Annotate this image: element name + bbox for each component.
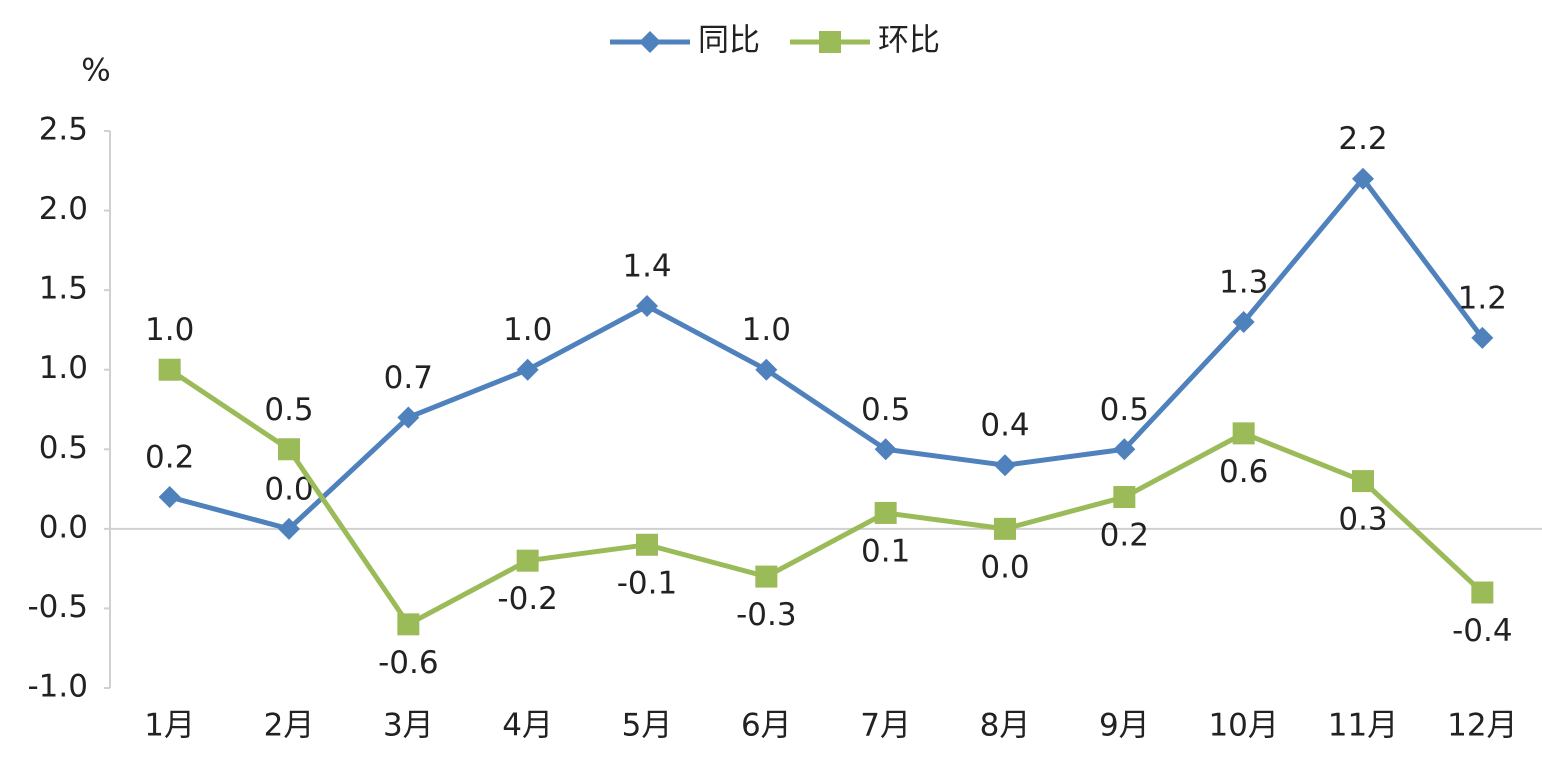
data-label: 1.3 — [1219, 264, 1268, 300]
data-label: 1.0 — [742, 312, 791, 348]
legend-marker — [639, 31, 661, 53]
marker — [636, 295, 658, 318]
y-tick-label: 1.0 — [39, 350, 88, 386]
data-label: 0.2 — [1100, 518, 1149, 554]
data-label: 0.7 — [384, 360, 433, 396]
data-label: 0.4 — [980, 408, 1029, 444]
marker — [397, 613, 420, 636]
marker — [158, 358, 181, 381]
y-tick-label: -1.0 — [28, 669, 89, 705]
data-label: -0.4 — [1452, 613, 1513, 649]
data-label: -0.3 — [736, 597, 797, 633]
marker — [1352, 470, 1374, 493]
data-label: -0.1 — [617, 565, 678, 601]
data-label: 1.0 — [145, 312, 194, 348]
data-label: 0.5 — [1100, 392, 1149, 428]
y-tick-label: 2.0 — [39, 191, 88, 227]
series-line — [168, 367, 1485, 627]
x-tick-label: 10月 — [1208, 708, 1278, 744]
x-tick-label: 3月 — [383, 708, 434, 744]
legend-label: 环比 — [878, 23, 940, 59]
marker — [994, 454, 1016, 477]
marker — [755, 358, 778, 381]
x-tick-label: 6月 — [741, 708, 792, 744]
series-line — [169, 176, 1485, 532]
y-tick-label: 1.5 — [39, 271, 88, 307]
marker — [158, 486, 181, 509]
y-tick-label: 0.5 — [39, 430, 88, 466]
marker — [516, 549, 539, 572]
marker — [1471, 326, 1494, 349]
data-label: 0.1 — [861, 533, 910, 569]
x-tick-label: 7月 — [860, 708, 911, 744]
x-tick-label: 8月 — [980, 708, 1031, 744]
x-tick-label: 12月 — [1447, 708, 1517, 744]
y-tick-label: 2.5 — [39, 112, 88, 148]
y-axis-label: % — [81, 53, 110, 89]
marker — [1232, 422, 1255, 445]
y-tick-label: -0.5 — [28, 589, 89, 625]
marker — [278, 517, 300, 540]
marker — [636, 533, 658, 556]
data-label: 1.4 — [622, 249, 671, 285]
data-label: -0.6 — [378, 645, 439, 681]
x-tick-label: 11月 — [1328, 708, 1398, 744]
marker — [278, 438, 300, 461]
data-label: 0.5 — [264, 392, 313, 428]
marker — [1352, 167, 1374, 190]
data-label: 0.2 — [145, 440, 194, 476]
x-tick-label: 2月 — [264, 708, 315, 744]
marker — [755, 565, 778, 588]
marker — [1113, 438, 1136, 461]
data-label: 1.0 — [503, 312, 552, 348]
marker — [874, 438, 897, 461]
data-label: 1.2 — [1458, 280, 1507, 316]
x-tick-label: 5月 — [622, 708, 673, 744]
data-label: -0.2 — [497, 581, 558, 617]
legend-label: 同比 — [698, 23, 760, 59]
marker — [516, 358, 539, 381]
x-tick-label: 1月 — [144, 708, 195, 744]
data-label: 0.5 — [861, 392, 910, 428]
y-tick-label: 0.0 — [39, 509, 88, 545]
x-tick-label: 4月 — [502, 708, 553, 744]
marker — [1471, 581, 1494, 604]
marker — [994, 517, 1016, 540]
x-tick-label: 9月 — [1099, 708, 1150, 744]
data-label: 0.3 — [1338, 502, 1387, 538]
data-label: 0.6 — [1219, 454, 1268, 490]
marker — [397, 406, 420, 429]
marker — [1113, 486, 1136, 509]
data-label: 0.0 — [980, 549, 1029, 585]
legend-marker — [819, 31, 841, 53]
marker — [874, 501, 897, 524]
data-label: 2.2 — [1338, 121, 1387, 157]
marker — [1232, 310, 1255, 333]
